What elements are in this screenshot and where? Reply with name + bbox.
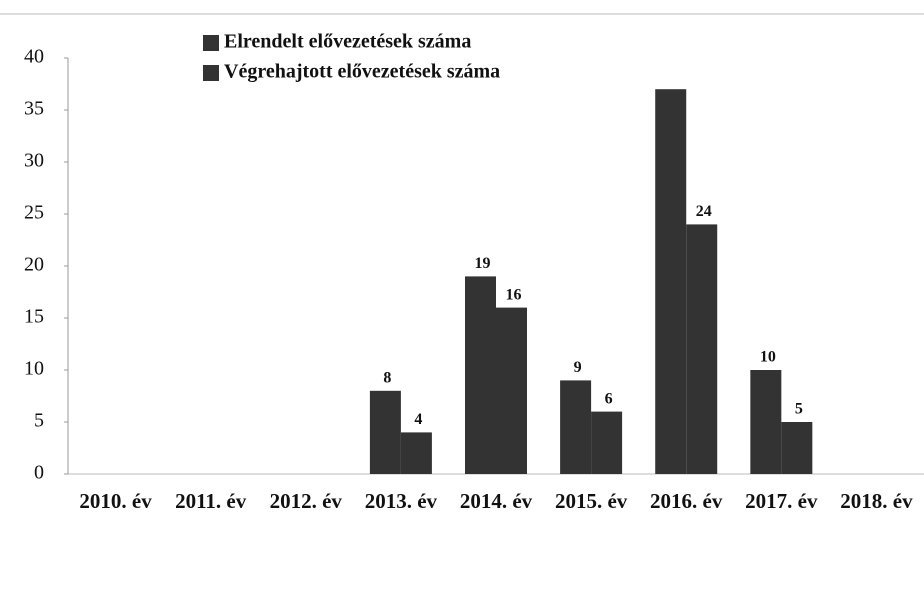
x-tick-label: 2016. év [650, 489, 723, 513]
x-tick-label: 2018. év [840, 489, 913, 513]
bar [465, 276, 496, 474]
y-tick-label: 15 [24, 306, 44, 328]
x-tick-label: 2011. év [175, 489, 247, 513]
bar [655, 89, 686, 474]
bar [370, 391, 401, 474]
legend-label: Végrehajtott elővezetések száma [224, 61, 500, 83]
x-tick-label: 2010. év [79, 489, 152, 513]
y-tick-label: 10 [24, 358, 44, 380]
value-label: 9 [574, 359, 582, 376]
bar [781, 422, 812, 474]
x-tick-label: 2012. év [270, 489, 343, 513]
value-label: 4 [414, 411, 422, 428]
value-label: 19 [475, 255, 491, 272]
x-tick-label: 2017. év [745, 489, 818, 513]
x-tick-label: 2014. év [460, 489, 533, 513]
x-tick-label: 2015. év [555, 489, 628, 513]
bar [750, 370, 781, 474]
legend-label: Elrendelt elővezetések száma [224, 31, 471, 53]
value-label: 24 [696, 203, 712, 220]
bar [496, 308, 527, 474]
bar [401, 432, 432, 474]
y-tick-label: 20 [24, 254, 44, 276]
value-label: 16 [506, 286, 522, 303]
y-tick-label: 0 [34, 462, 44, 484]
y-tick-label: 30 [24, 150, 44, 172]
x-tick-label: 2013. év [365, 489, 438, 513]
bar [591, 412, 622, 474]
y-tick-label: 5 [34, 410, 44, 432]
y-tick-label: 35 [24, 98, 44, 120]
value-label: 6 [605, 390, 613, 407]
y-tick-label: 40 [24, 46, 44, 68]
y-tick-label: 25 [24, 202, 44, 224]
legend-swatch [203, 35, 219, 51]
legend-swatch [203, 65, 219, 81]
bar [560, 380, 591, 474]
value-label: 5 [795, 401, 803, 418]
value-label: 10 [760, 349, 776, 366]
chart: 0 5 10 15 20 25 30 35 40 2010. év 2011. év 2012. év… [0, 0, 924, 597]
value-label: 8 [383, 369, 391, 386]
bar [686, 224, 717, 474]
